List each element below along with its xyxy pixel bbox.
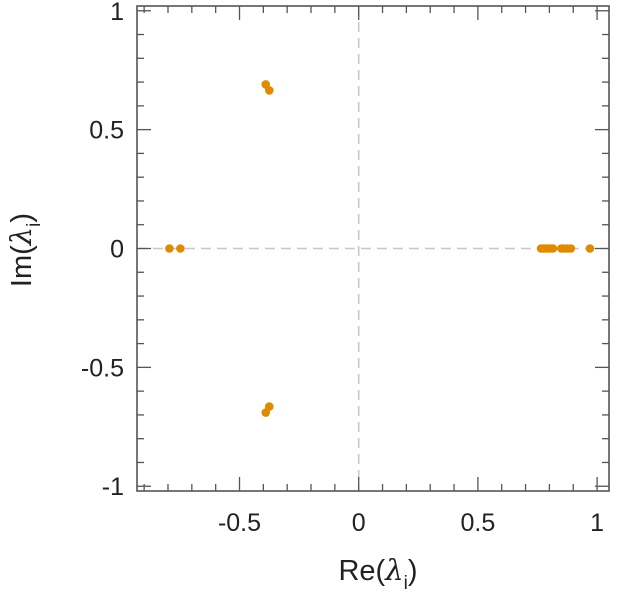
y-tick-label: -0.5 (81, 354, 124, 382)
y-tick-label: 1 (110, 0, 124, 26)
tick-labels: -0.5 0 0.5 1 1 0.5 0 -0.5 -1 (81, 0, 604, 537)
y-tick-label: 0.5 (89, 117, 124, 145)
data-point (585, 244, 595, 253)
reference-lines (137, 6, 609, 491)
x-tick-label: -0.5 (218, 509, 261, 537)
x-axis-title: Re(λi) (338, 553, 417, 594)
data-point (176, 244, 185, 253)
axis-ticks (137, 6, 609, 491)
x-tick-label: 0 (352, 509, 366, 537)
x-tick-label: 1 (590, 509, 604, 537)
data-points (165, 80, 595, 417)
y-tick-label: -1 (102, 473, 124, 501)
data-point (265, 402, 274, 411)
data-point (566, 244, 576, 253)
y-tick-label: 0 (110, 236, 124, 264)
data-point (265, 86, 274, 95)
data-point (548, 244, 558, 253)
data-point (165, 244, 174, 253)
y-axis-title: Im(λi) (4, 213, 45, 287)
x-tick-label: 0.5 (461, 509, 496, 537)
